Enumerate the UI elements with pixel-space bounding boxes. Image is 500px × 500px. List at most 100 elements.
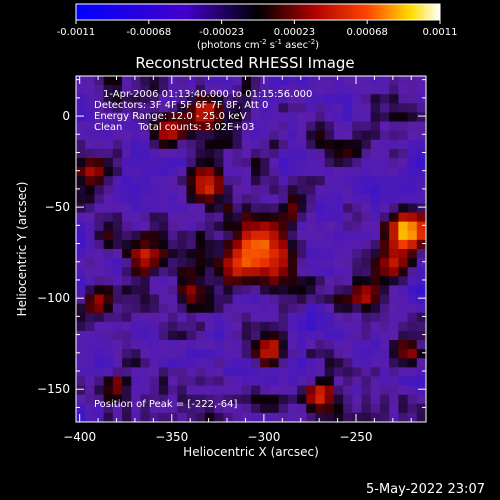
heatmap-cell (214, 285, 224, 296)
heatmap-cell (361, 94, 372, 104)
heatmap-cell (343, 194, 353, 205)
heatmap-cell (260, 358, 271, 368)
heatmap-cell (223, 194, 234, 205)
heatmap-cell (168, 258, 178, 268)
heatmap-cell (361, 385, 372, 396)
heatmap-cell (241, 294, 252, 305)
heatmap-cell (195, 276, 206, 287)
heatmap-cell (223, 103, 234, 114)
heatmap-cell (343, 249, 353, 259)
heatmap-cell (168, 194, 178, 205)
heatmap-cell (103, 412, 114, 422)
heatmap-cell (76, 212, 86, 223)
heatmap-cell (297, 230, 307, 241)
heatmap-cell (158, 130, 169, 141)
heatmap-cell (361, 148, 372, 159)
heatmap-cell (416, 94, 426, 104)
heatmap-cell (94, 276, 105, 287)
heatmap-cell (112, 294, 123, 305)
heatmap-cell (370, 276, 381, 287)
heatmap-cell (158, 185, 169, 195)
heatmap-cell (361, 412, 372, 422)
heatmap-cell (416, 185, 426, 195)
heatmap-cell (177, 167, 188, 177)
heatmap-cell (370, 376, 381, 387)
heatmap-cell (76, 349, 86, 359)
heatmap-cell (122, 276, 132, 287)
heatmap-cell (361, 394, 372, 405)
heatmap-cell (94, 185, 105, 195)
heatmap-cell (103, 340, 114, 350)
heatmap-cell (204, 148, 215, 159)
heatmap-cell (214, 303, 224, 314)
heatmap-cell (195, 340, 206, 350)
heatmap-cell (241, 112, 252, 123)
heatmap-cell (324, 285, 335, 296)
heatmap-cell (131, 230, 142, 241)
heatmap-cell (85, 167, 96, 177)
heatmap-cell (241, 376, 252, 387)
heatmap-cell (370, 312, 381, 323)
heatmap-cell (186, 285, 197, 296)
heatmap-cell (149, 258, 160, 268)
heatmap-cell (94, 212, 105, 223)
heatmap-cell (352, 185, 363, 195)
heatmap-cell (204, 276, 215, 287)
heatmap-cell (195, 121, 206, 132)
heatmap-cell (361, 294, 372, 305)
heatmap-cell (333, 76, 344, 86)
heatmap-cell (389, 157, 399, 168)
heatmap-cell (315, 403, 326, 414)
heatmap-cell (333, 194, 344, 205)
heatmap-cell (370, 212, 381, 223)
heatmap-cell (416, 121, 426, 132)
heatmap-cell (112, 403, 123, 414)
heatmap-cell (278, 185, 289, 195)
heatmap-cell (361, 276, 372, 287)
heatmap-image (76, 76, 426, 422)
heatmap-cell (232, 340, 243, 350)
heatmap-cell (76, 130, 86, 141)
heatmap-cell (76, 157, 86, 168)
heatmap-cell (352, 385, 363, 396)
heatmap-cell (214, 385, 224, 396)
heatmap-cell (168, 212, 178, 223)
heatmap-cell (251, 285, 261, 296)
heatmap-cell (204, 330, 215, 341)
heatmap-cell (186, 157, 197, 168)
heatmap-cell (168, 176, 178, 186)
heatmap-cell (131, 276, 142, 287)
heatmap-cell (352, 121, 363, 132)
heatmap-cell (398, 76, 409, 86)
heatmap-cell (324, 121, 335, 132)
annotation-energy: Energy Range: 12.0 - 25.0 keV (94, 111, 247, 122)
heatmap-cell (343, 276, 353, 287)
heatmap-cell (112, 176, 123, 186)
heatmap-cell (177, 349, 188, 359)
heatmap-cell (195, 203, 206, 214)
heatmap-cell (186, 249, 197, 259)
heatmap-cell (223, 330, 234, 341)
heatmap-cell (398, 130, 409, 141)
heatmap-cell (361, 130, 372, 141)
heatmap-cell (76, 167, 86, 177)
heatmap-cell (112, 194, 123, 205)
heatmap-cell (389, 340, 399, 350)
heatmap-cell (333, 285, 344, 296)
heatmap-cell (343, 230, 353, 241)
heatmap-cell (223, 76, 234, 86)
heatmap-cell (204, 321, 215, 332)
heatmap-cell (407, 139, 418, 150)
heatmap-cell (149, 85, 160, 95)
heatmap-cell (379, 94, 390, 104)
heatmap-cell (416, 376, 426, 387)
heatmap-cell (140, 258, 151, 268)
heatmap-cell (131, 367, 142, 378)
heatmap-cell (214, 267, 224, 277)
heatmap-cell (232, 294, 243, 305)
heatmap-cell (122, 312, 132, 323)
chart-title: Reconstructed RHESSI Image (135, 54, 354, 72)
heatmap-cell (389, 112, 399, 123)
heatmap-cell (195, 148, 206, 159)
heatmap-cell (204, 349, 215, 359)
